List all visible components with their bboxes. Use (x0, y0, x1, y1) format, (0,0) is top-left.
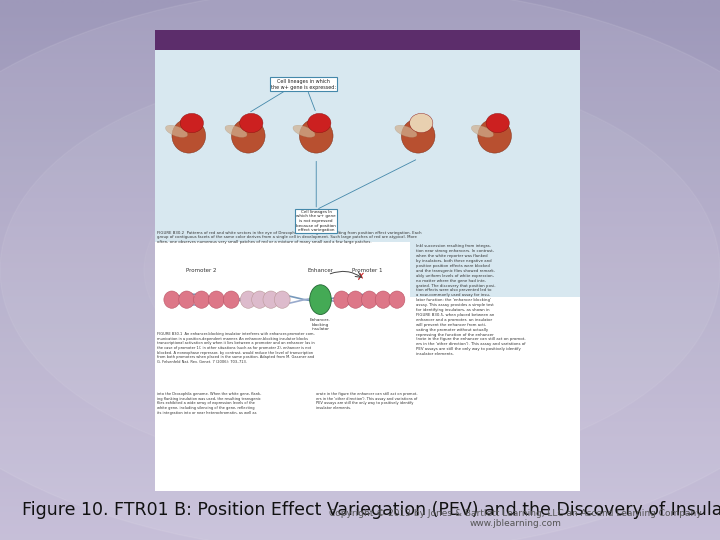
Text: Figure 10. FTR01 B: Position Effect Variegation (PEV) and the Discovery of Insul: Figure 10. FTR01 B: Position Effect Vari… (22, 501, 720, 519)
Text: Promoter 1: Promoter 1 (352, 268, 382, 273)
Ellipse shape (240, 291, 256, 308)
Text: orate in the figure the enhancer can still act on promot-
ers in the 'other dire: orate in the figure the enhancer can sti… (316, 392, 418, 410)
Ellipse shape (375, 291, 391, 308)
Ellipse shape (334, 291, 350, 308)
Ellipse shape (310, 285, 331, 314)
Ellipse shape (166, 125, 188, 137)
Ellipse shape (478, 119, 511, 153)
Ellipse shape (263, 291, 279, 308)
Ellipse shape (307, 113, 331, 133)
Ellipse shape (300, 119, 333, 153)
Bar (155, 242, 410, 332)
Bar (155, 30, 580, 50)
Ellipse shape (180, 113, 204, 133)
Bar (155, 30, 580, 491)
Text: Copyright © 2013 by Jones & Bartlett Learning, LLC an Ascend Learning Company
ww: Copyright © 2013 by Jones & Bartlett Lea… (329, 509, 702, 528)
Ellipse shape (401, 119, 435, 153)
Ellipse shape (486, 113, 509, 133)
Ellipse shape (0, 68, 720, 472)
Text: FIGURE B30.1  An enhancer-blocking insulator interferes with enhancer-promoter c: FIGURE B30.1 An enhancer-blocking insula… (157, 332, 315, 364)
Text: into the Drosophila genome. When the white gene, flank-
ing flanking insulation : into the Drosophila genome. When the whi… (157, 392, 261, 415)
Text: Enhancer-
blocking
insulator: Enhancer- blocking insulator (310, 318, 331, 331)
Ellipse shape (293, 125, 315, 137)
Ellipse shape (361, 291, 377, 308)
Ellipse shape (274, 291, 290, 308)
Ellipse shape (252, 291, 268, 308)
Ellipse shape (410, 113, 433, 133)
Ellipse shape (348, 291, 364, 308)
Ellipse shape (223, 291, 239, 308)
Ellipse shape (240, 113, 263, 133)
Text: FIGURE B30.2  Patterns of red and white sectors in the eye of Drosophila melanog: FIGURE B30.2 Patterns of red and white s… (157, 231, 422, 244)
Ellipse shape (179, 291, 194, 308)
Ellipse shape (395, 125, 417, 137)
Ellipse shape (194, 291, 210, 308)
Text: Cell lineages In
which the w+ gene
is not expressed
because of position
effect v: Cell lineages In which the w+ gene is no… (297, 210, 336, 232)
Ellipse shape (164, 291, 180, 308)
Text: ✗: ✗ (357, 272, 365, 282)
Ellipse shape (231, 119, 265, 153)
Text: Enhancer: Enhancer (307, 268, 333, 273)
Ellipse shape (472, 125, 493, 137)
Ellipse shape (172, 119, 206, 153)
Ellipse shape (389, 291, 405, 308)
Ellipse shape (209, 291, 225, 308)
Text: lnkl succession resulting from integra-
tion near strong enhancers. In contrast,: lnkl succession resulting from integra- … (416, 245, 526, 356)
Text: Promoter 2: Promoter 2 (186, 268, 217, 273)
Text: Cell lineages in which
the w+ gene is expressed:: Cell lineages in which the w+ gene is ex… (271, 79, 336, 90)
Ellipse shape (225, 125, 247, 137)
Bar (155, 50, 580, 298)
